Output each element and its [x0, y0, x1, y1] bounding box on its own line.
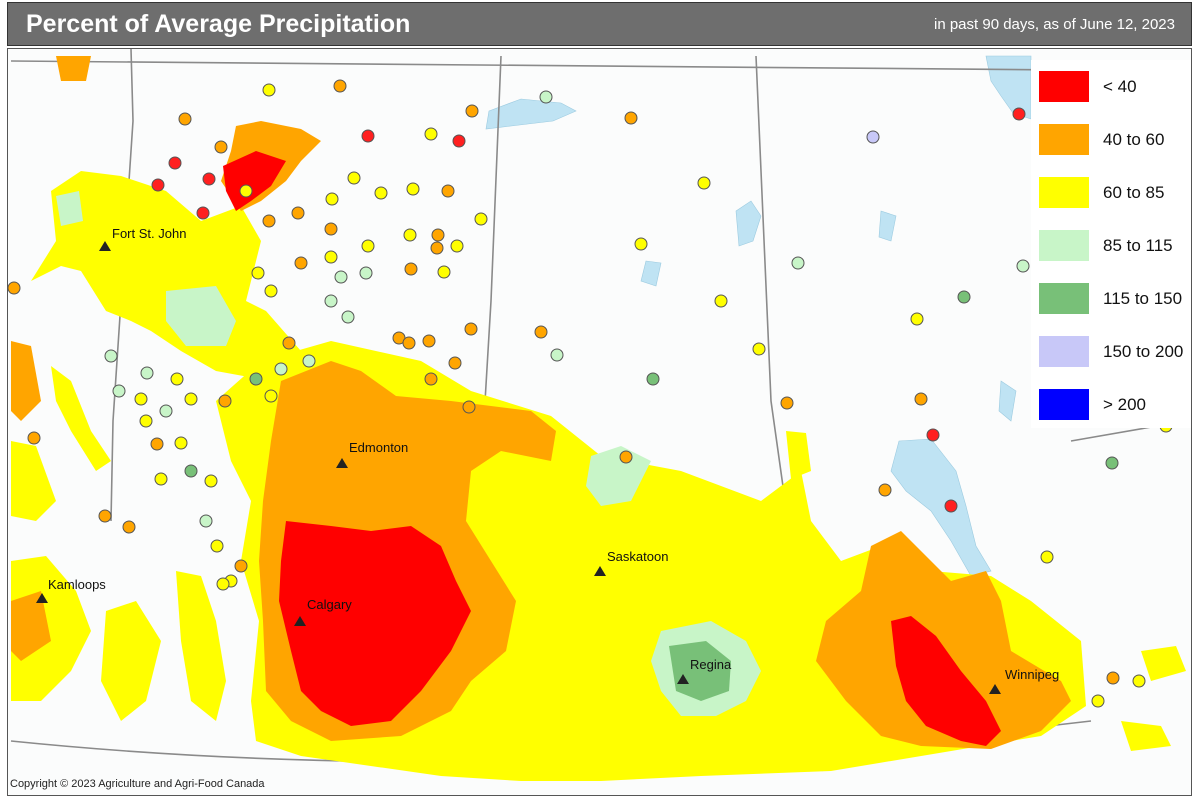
city-label-regina: Regina — [690, 657, 732, 672]
station-dots — [8, 79, 1173, 708]
lakes — [485, 55, 1032, 577]
legend-label: 85 to 115 — [1103, 236, 1173, 255]
legend-swatch — [1039, 71, 1089, 102]
legend-item: < 40 — [1039, 71, 1189, 103]
legend-swatch — [1039, 389, 1089, 420]
city-label-kamloops: Kamloops — [48, 577, 106, 592]
city-marker-winnipeg — [989, 684, 1001, 694]
legend-item: 115 to 150 — [1039, 283, 1189, 315]
legend: < 40 40 to 60 60 to 85 85 to 115 115 to … — [1031, 60, 1191, 428]
legend-label: 115 to 150 — [1103, 289, 1183, 308]
map-subtitle: in past 90 days, as of June 12, 2023 — [933, 16, 1175, 33]
legend-item: > 200 — [1039, 389, 1189, 421]
legend-swatch — [1039, 177, 1089, 208]
legend-swatch — [1039, 283, 1089, 314]
city-label-edmonton: Edmonton — [349, 440, 409, 455]
legend-label: 40 to 60 — [1103, 130, 1165, 149]
legend-label: 60 to 85 — [1103, 183, 1165, 202]
city-label-saskatoon: Saskatoon — [607, 549, 669, 564]
city-marker-edmonton — [336, 458, 348, 468]
legend-label: < 40 — [1103, 77, 1137, 96]
city-label-calgary: Calgary — [307, 597, 352, 612]
city-marker-regina — [677, 674, 689, 684]
map-title: Percent of Average Precipitation — [26, 10, 411, 38]
legend-swatch — [1039, 336, 1089, 367]
legend-label: > 200 — [1103, 395, 1147, 414]
legend-swatch — [1039, 124, 1089, 155]
city-label-winnipeg: Winnipeg — [1005, 667, 1060, 682]
map-area[interactable] — [7, 48, 1192, 796]
legend-label: 150 to 200 — [1103, 342, 1184, 361]
city-marker-fort-st-john — [99, 241, 111, 251]
copyright-text: Copyright © 2023 Agriculture and Agri-Fo… — [10, 778, 265, 790]
city-marker-saskatoon — [594, 566, 606, 576]
precip-fields — [11, 56, 1186, 781]
legend-item: 150 to 200 — [1039, 336, 1189, 368]
city-marker-calgary — [294, 616, 306, 626]
city-label-fort-st-john: Fort St. John — [112, 226, 187, 241]
precipitation-map — [8, 49, 1187, 781]
map-header: Percent of Average Precipitation in past… — [7, 2, 1192, 46]
legend-item: 85 to 115 — [1039, 230, 1189, 262]
legend-swatch — [1039, 230, 1089, 261]
legend-item: 60 to 85 — [1039, 177, 1189, 209]
legend-item: 40 to 60 — [1039, 124, 1189, 156]
city-marker-kamloops — [36, 593, 48, 603]
